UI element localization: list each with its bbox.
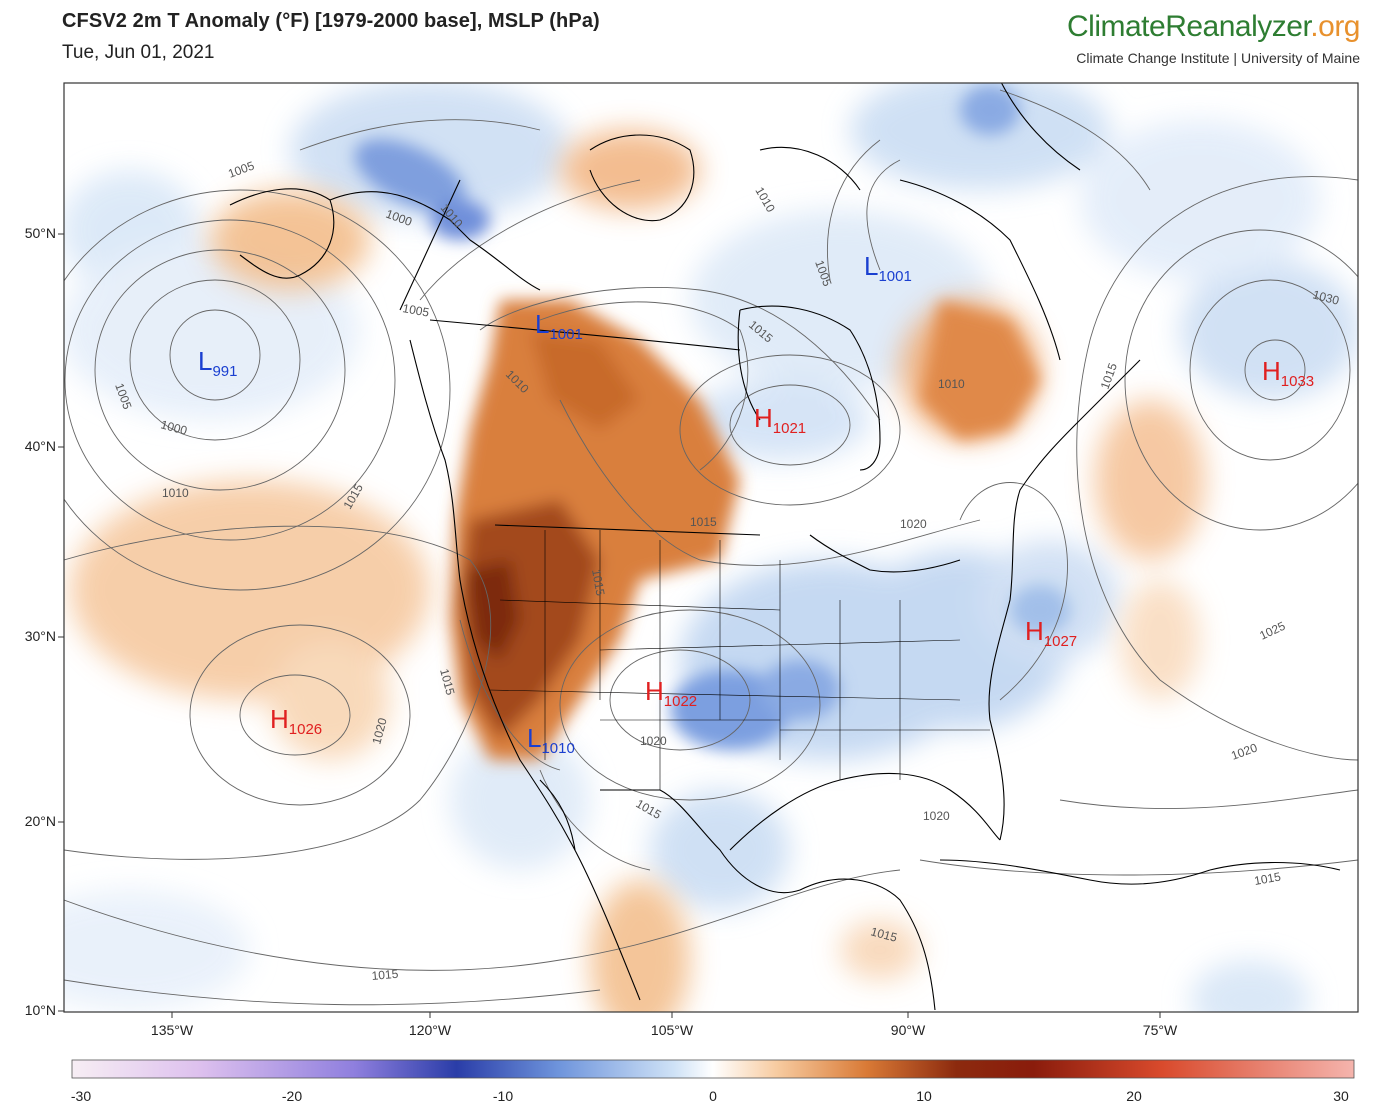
- high-center: H1026: [270, 704, 322, 738]
- lon-label: 120°W: [408, 1022, 452, 1038]
- low-center: L991: [198, 346, 238, 380]
- anomaly-shading: [64, 83, 1358, 1012]
- brand-ext: .org: [1310, 10, 1360, 43]
- isobar-label: 1030: [1311, 287, 1341, 308]
- lat-label: 40°N: [24, 438, 56, 454]
- low-center: L1001: [864, 251, 912, 285]
- high-center: H1027: [1025, 616, 1077, 650]
- colorbar-tick: -30: [70, 1088, 92, 1104]
- isobar-label: 1015: [690, 515, 717, 529]
- isobar-label: 1020: [369, 716, 390, 746]
- colorbar-tick: -20: [281, 1088, 303, 1104]
- colorbar-tick: 30: [1333, 1088, 1349, 1104]
- high-center: H1022: [645, 676, 697, 710]
- isobar-label: 1005: [401, 301, 430, 319]
- colorbar: [71, 1059, 1355, 1079]
- isobar-label: 1020: [900, 517, 927, 531]
- lon-label: 105°W: [650, 1022, 694, 1038]
- isobar-lines: [64, 89, 1358, 1006]
- brand-name: ClimateReanalyzer: [1067, 10, 1311, 43]
- high-center: H1033: [1262, 356, 1314, 390]
- pressure-centers: L991 L1001 L1001 L1010 H1021 H1033 H1027…: [198, 251, 1314, 757]
- lon-label: 90°W: [890, 1022, 926, 1038]
- map-date: Tue, Jun 01, 2021: [62, 42, 215, 63]
- map-title: CFSV2 2m T Anomaly (°F) [1979-2000 base]…: [62, 10, 600, 32]
- isobar-label: 1010: [938, 377, 965, 391]
- isobar-label: 1015: [869, 924, 899, 945]
- colorbar-tick: -10: [492, 1088, 514, 1104]
- isobar-label: 1015: [589, 568, 607, 597]
- high-center: H1021: [754, 403, 806, 437]
- state-borders: [489, 530, 990, 790]
- colorbar-tick: 0: [709, 1088, 717, 1104]
- colorbar-tick: 10: [916, 1088, 932, 1104]
- low-center: L1010: [527, 723, 575, 757]
- brand-logo[interactable]: ClimateReanalyzer.org: [1067, 10, 1360, 44]
- lat-label: 10°N: [24, 1002, 56, 1018]
- lat-label: 20°N: [24, 813, 56, 829]
- low-center: L1001: [535, 309, 583, 343]
- lat-label: 30°N: [24, 628, 56, 644]
- isobar-label: 1010: [162, 486, 189, 500]
- lon-label: 75°W: [1142, 1022, 1178, 1038]
- isobar-label: 1020: [640, 734, 667, 748]
- map-frame: [63, 82, 1359, 1013]
- colorbar-tick: 20: [1126, 1088, 1142, 1104]
- brand-subtitle: Climate Change Institute | University of…: [1076, 50, 1360, 66]
- coastlines: [229, 83, 1341, 1011]
- lat-label: 50°N: [24, 225, 56, 241]
- isobar-label: 1020: [923, 809, 950, 823]
- axis-ticks: [58, 233, 1161, 1018]
- isobar-label: 1015: [437, 667, 458, 697]
- isobar-label: 1000: [159, 417, 189, 438]
- isobar-label: 1015: [1253, 869, 1282, 887]
- lon-label: 135°W: [150, 1022, 194, 1038]
- isobar-label: 1015: [371, 967, 399, 983]
